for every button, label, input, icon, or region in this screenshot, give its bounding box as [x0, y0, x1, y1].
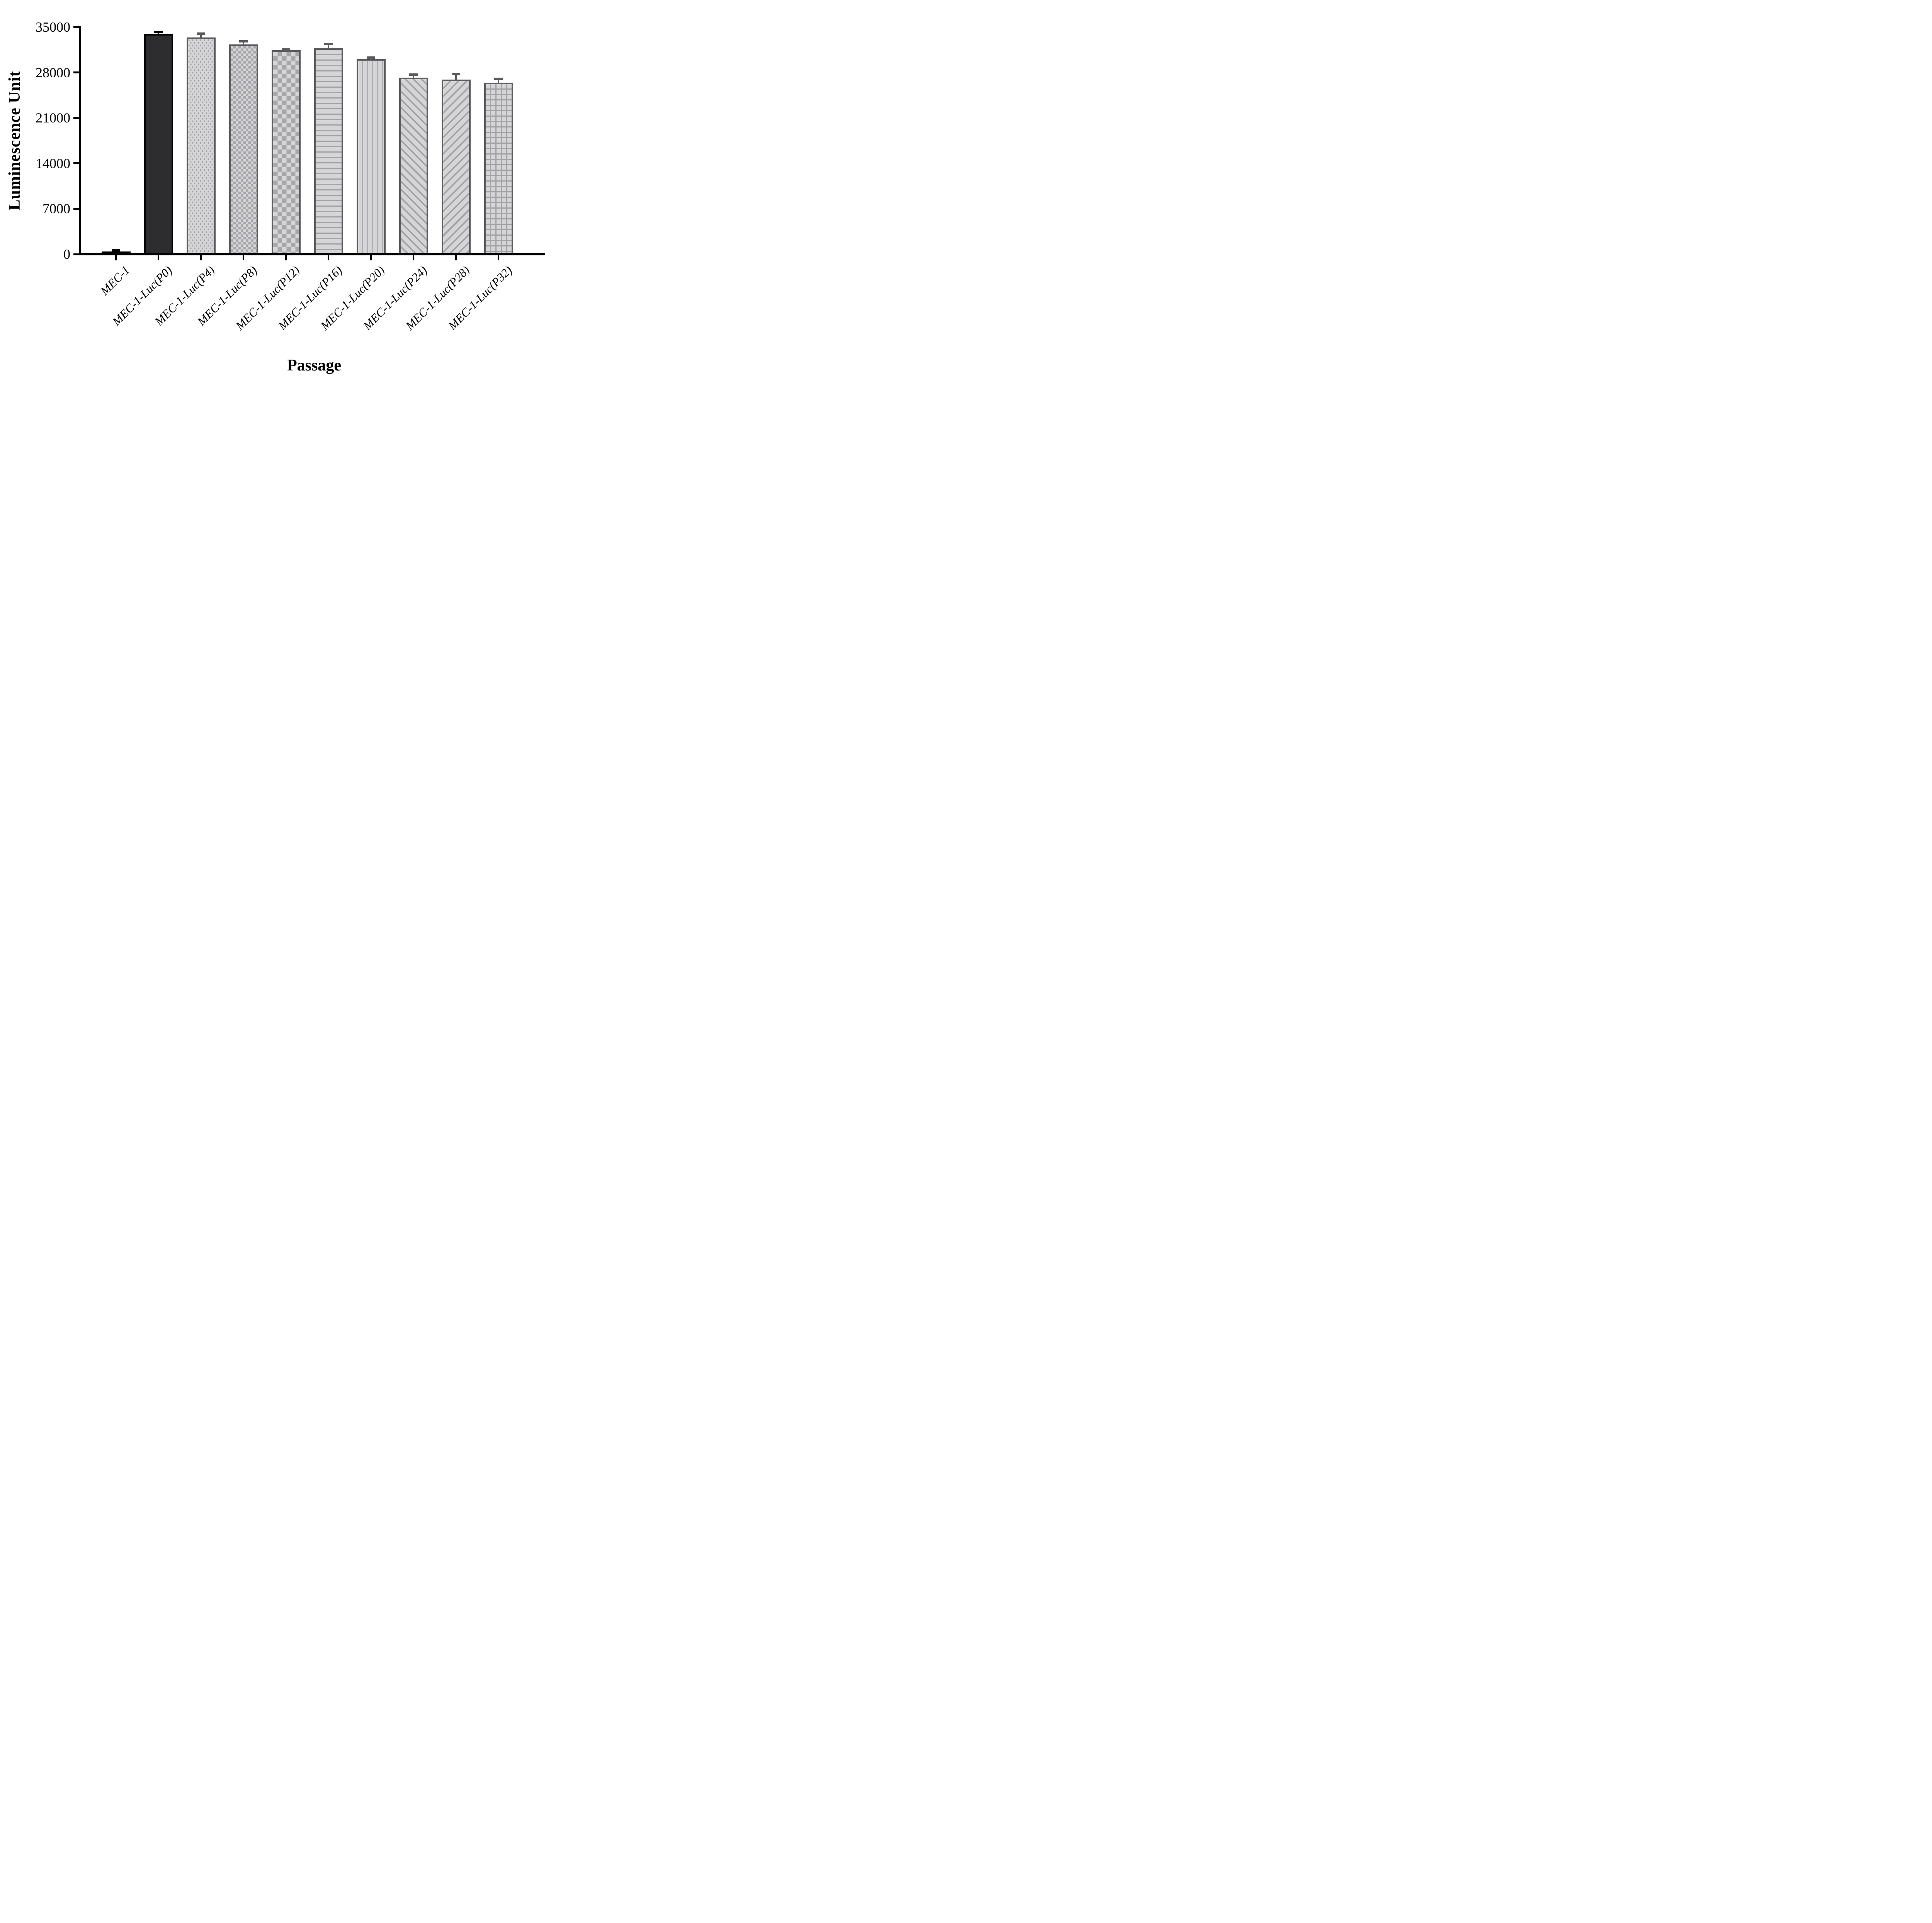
error-bar-cap [282, 48, 290, 51]
error-bar-cap [154, 31, 163, 33]
y-axis-title: Luminescence Unit [6, 71, 24, 211]
x-axis-line [79, 253, 545, 255]
y-tick-label: 21000 [36, 110, 70, 126]
bar [441, 80, 471, 255]
error-bar-stem [285, 49, 287, 52]
x-tick [200, 255, 202, 260]
error-bar-cap [494, 78, 503, 80]
y-tick [73, 162, 79, 165]
error-bar-stem [455, 74, 457, 82]
bar [271, 50, 301, 255]
y-tick-label: 35000 [36, 19, 70, 35]
bar [314, 48, 343, 255]
y-tick-label: 14000 [36, 155, 70, 171]
bar-fill [188, 39, 214, 254]
error-bar-cap [239, 40, 248, 42]
bar-fill [315, 50, 342, 254]
bar-fill [485, 84, 512, 254]
x-tick [285, 255, 287, 260]
bar-fill [443, 81, 469, 254]
error-bar-cap [452, 73, 460, 75]
x-tick [328, 255, 329, 260]
bar-fill [145, 36, 172, 254]
bar-chart: 0 7000 14000 21000 28000 35000 MEC-1 MEC-1-Luc(… [0, 0, 551, 385]
x-tick [243, 255, 244, 260]
bar-fill [358, 61, 384, 254]
y-tick [73, 26, 79, 28]
bar-fill [400, 79, 427, 254]
bar [356, 59, 386, 255]
error-bar-cap [112, 249, 120, 251]
y-tick-label: 7000 [43, 201, 70, 217]
bar [186, 37, 216, 255]
error-bar-stem [413, 75, 414, 80]
bar [229, 44, 258, 255]
y-axis-line [79, 26, 81, 255]
x-tick [413, 255, 414, 260]
error-bar-stem [243, 41, 244, 46]
error-bar-cap [197, 32, 205, 35]
error-bar-cap [409, 73, 418, 76]
error-bar-stem [200, 33, 202, 39]
plot-area: 0 7000 14000 21000 28000 35000 MEC-1 MEC-1-Luc(… [0, 0, 551, 385]
error-bar-stem [115, 250, 117, 253]
bar-fill [230, 46, 257, 254]
x-tick [498, 255, 499, 260]
y-tick [73, 207, 79, 210]
bar [399, 78, 428, 255]
error-bar-stem [158, 32, 159, 36]
error-bar-stem [498, 79, 499, 85]
error-bar-stem [328, 44, 329, 50]
error-bar-stem [370, 57, 372, 61]
x-tick [455, 255, 457, 260]
error-bar-cap [324, 42, 333, 45]
bar [144, 34, 173, 255]
x-axis-title: Passage [287, 357, 341, 374]
x-tick [115, 255, 117, 260]
x-tick [370, 255, 372, 260]
y-tick-label: 0 [63, 246, 70, 262]
bar-fill [273, 52, 299, 254]
y-tick [73, 253, 79, 255]
y-tick [73, 117, 79, 119]
bar [484, 83, 513, 255]
x-tick [158, 255, 159, 260]
y-tick-label: 28000 [36, 65, 70, 80]
y-tick [73, 71, 79, 74]
error-bar-cap [367, 56, 375, 59]
